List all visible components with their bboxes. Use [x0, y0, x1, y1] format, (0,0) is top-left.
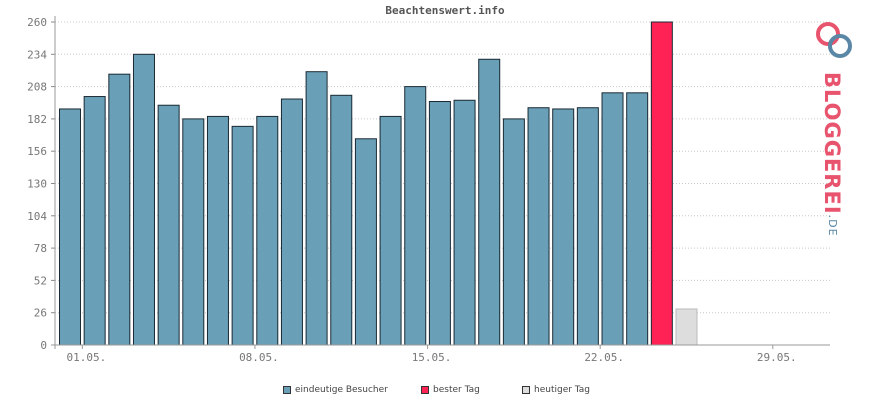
x-tick-label: 29.05. [757, 351, 797, 364]
legend-label-best: bester Tag [433, 385, 480, 395]
bar-visitors [206, 115, 229, 346]
y-tick-label: 260 [27, 16, 47, 29]
bar-visitors [132, 53, 155, 346]
brand-suffix: .DE [826, 214, 839, 237]
bar-visitors [256, 115, 279, 346]
y-tick-label: 130 [27, 178, 47, 191]
bar-visitors [280, 98, 303, 346]
legend-label-today: heutiger Tag [534, 385, 591, 395]
bar-visitors [453, 99, 476, 346]
legend-swatch-best [421, 386, 429, 394]
bar-visitors [59, 108, 81, 346]
y-tick-label: 0 [40, 339, 47, 352]
legend-label-visitors: eindeutige Besucher [295, 385, 388, 395]
y-tick-label: 182 [27, 113, 47, 126]
bar-visitors [478, 58, 501, 346]
bar-visitors [354, 138, 377, 346]
bar-best-day [650, 21, 673, 346]
y-tick-label: 78 [34, 242, 47, 255]
y-tick-label: 52 [34, 274, 47, 287]
bar-visitors [527, 107, 550, 346]
legend-swatch-visitors [283, 386, 291, 394]
bar-visitors [305, 71, 328, 346]
y-tick-label: 234 [27, 48, 47, 61]
bar-visitors [379, 115, 402, 346]
legend-swatch-today [522, 386, 530, 394]
chart-title: Beachtenswert.info [385, 4, 505, 17]
bar-visitors [182, 118, 205, 346]
bar-visitors [502, 118, 525, 346]
bloggerei-logo: BLOGGEREI.DE [812, 18, 862, 237]
x-tick-label: 08.05. [239, 351, 279, 364]
bar-visitors [83, 96, 106, 346]
bar-visitors [108, 73, 131, 346]
legend-item-visitors: eindeutige Besucher [283, 385, 388, 395]
bar-visitors [330, 94, 353, 346]
x-tick-label: 22.05. [584, 351, 624, 364]
bar-visitors [428, 101, 451, 346]
bar-visitors [404, 86, 427, 346]
x-tick-label: 01.05. [66, 351, 106, 364]
y-tick-label: 156 [27, 145, 47, 158]
brand-name: BLOGGEREI [820, 72, 844, 215]
y-tick-label: 104 [27, 210, 47, 223]
y-tick-label: 208 [27, 81, 47, 94]
x-tick-label: 15.05. [412, 351, 452, 364]
bar-visitors [552, 108, 575, 346]
bar-visitors [157, 104, 180, 346]
legend-item-best: bester Tag [421, 385, 480, 395]
bar-visitors [626, 92, 649, 346]
y-tick-label: 26 [34, 307, 47, 320]
legend-item-today: heutiger Tag [522, 385, 590, 395]
bar-today [675, 308, 698, 346]
bar-visitors [601, 92, 624, 346]
legend: eindeutige Besucher bester Tag heutiger … [0, 385, 870, 399]
bar-visitors [231, 125, 254, 346]
bloggerei-logo-icon [816, 21, 852, 59]
bar-visitors [576, 107, 599, 346]
